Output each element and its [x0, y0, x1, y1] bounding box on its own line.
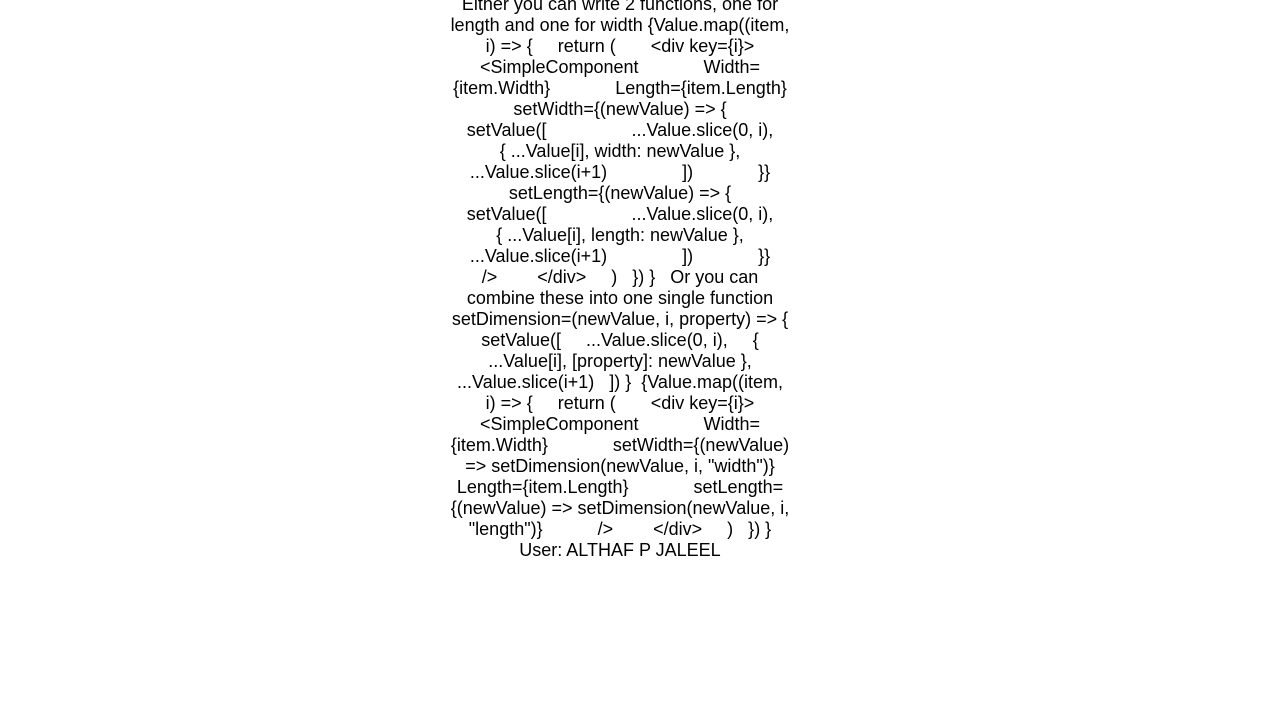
answer-text-block: Either you can write 2 functions, one fo… — [450, 0, 790, 561]
viewport: Either you can write 2 functions, one fo… — [0, 0, 1280, 720]
